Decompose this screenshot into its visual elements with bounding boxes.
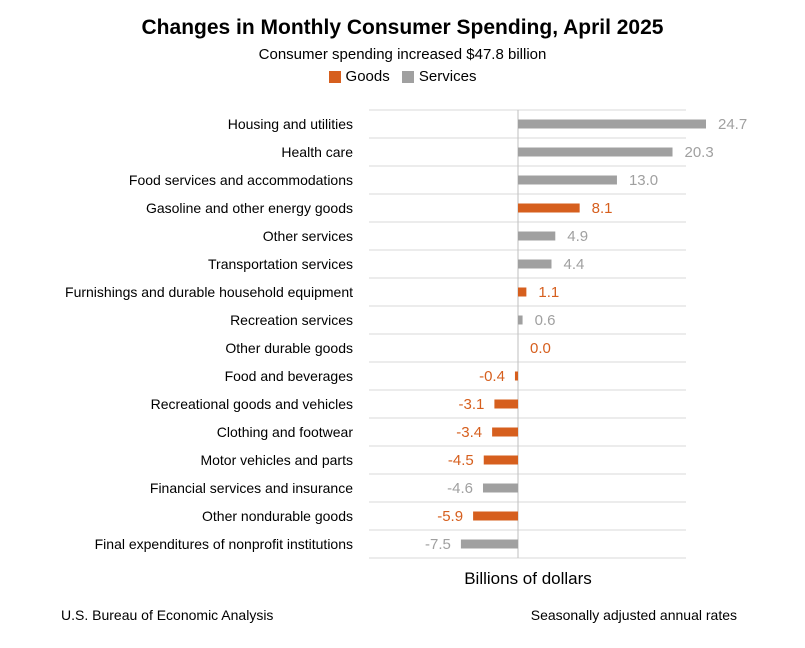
bar bbox=[460, 539, 518, 549]
bar bbox=[518, 175, 617, 185]
bar bbox=[518, 231, 556, 241]
chart-legend: Goods Services bbox=[0, 68, 805, 87]
bar bbox=[518, 287, 527, 297]
legend-swatch-goods bbox=[328, 70, 341, 83]
data-label: 4.9 bbox=[567, 228, 588, 245]
category-label: Recreational goods and vehicles bbox=[151, 396, 353, 412]
category-label: Food services and accommodations bbox=[129, 172, 353, 188]
source-note: U.S. Bureau of Economic Analysis bbox=[61, 607, 274, 623]
category-label: Clothing and footwear bbox=[217, 424, 354, 440]
category-label: Transportation services bbox=[208, 256, 353, 272]
data-label: 8.1 bbox=[592, 200, 613, 217]
category-label: Motor vehicles and parts bbox=[200, 452, 353, 468]
bar bbox=[473, 511, 518, 521]
data-label: -4.5 bbox=[448, 452, 474, 469]
legend-item-goods: Goods bbox=[328, 68, 390, 85]
data-label: 0.6 bbox=[535, 312, 556, 329]
bar bbox=[482, 483, 518, 493]
data-label: 1.1 bbox=[538, 284, 559, 301]
bar bbox=[518, 203, 580, 213]
category-label: Final expenditures of nonprofit institut… bbox=[95, 536, 353, 552]
data-label: -7.5 bbox=[425, 536, 451, 553]
category-label: Gasoline and other energy goods bbox=[146, 200, 353, 216]
bar bbox=[518, 315, 523, 325]
category-label: Furnishings and durable household equipm… bbox=[65, 284, 353, 300]
category-label: Other nondurable goods bbox=[202, 508, 353, 524]
bar bbox=[518, 147, 673, 157]
bar bbox=[514, 371, 518, 381]
data-label: 4.4 bbox=[563, 256, 584, 273]
chart-subtitle: Consumer spending increased $47.8 billio… bbox=[258, 46, 547, 63]
data-label: -4.6 bbox=[447, 480, 473, 497]
chart-title: Changes in Monthly Consumer Spending, Ap… bbox=[141, 16, 664, 39]
bar bbox=[518, 259, 552, 269]
data-label: 20.3 bbox=[685, 144, 714, 161]
category-label: Food and beverages bbox=[225, 368, 353, 384]
data-label: -3.4 bbox=[456, 424, 482, 441]
data-label: -3.1 bbox=[459, 396, 485, 413]
data-label: -0.4 bbox=[479, 368, 505, 385]
rates-note: Seasonally adjusted annual rates bbox=[530, 607, 737, 623]
category-label: Housing and utilities bbox=[228, 116, 353, 132]
category-label: Financial services and insurance bbox=[150, 480, 353, 496]
data-label: -5.9 bbox=[437, 508, 463, 525]
legend-label-services: Services bbox=[418, 68, 477, 85]
category-label: Other services bbox=[263, 228, 353, 244]
data-label: 13.0 bbox=[629, 172, 658, 189]
legend-swatch-services bbox=[401, 70, 414, 83]
x-axis-title: Billions of dollars bbox=[464, 569, 592, 588]
bar bbox=[483, 455, 518, 465]
bar bbox=[494, 399, 518, 409]
bar bbox=[518, 119, 706, 129]
category-label: Other durable goods bbox=[225, 340, 353, 356]
data-label: 0.0 bbox=[530, 340, 551, 357]
legend-item-services: Services bbox=[401, 68, 477, 85]
category-label: Health care bbox=[281, 144, 353, 160]
bar bbox=[492, 427, 518, 437]
data-label: 24.7 bbox=[718, 116, 747, 133]
legend-label-goods: Goods bbox=[345, 68, 390, 85]
category-label: Recreation services bbox=[230, 312, 353, 328]
